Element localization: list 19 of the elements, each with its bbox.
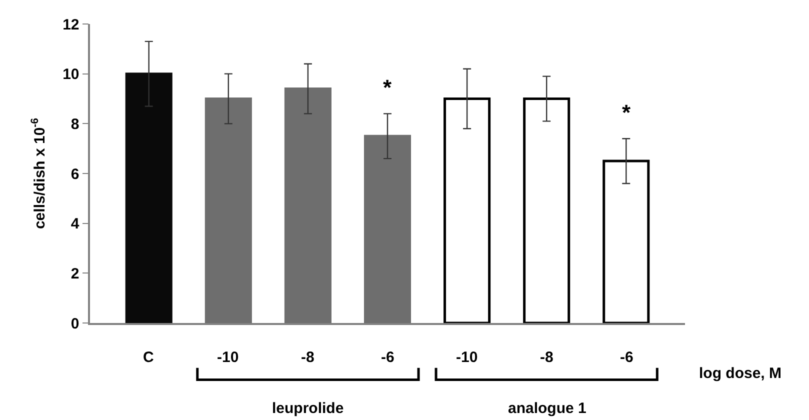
x-tick-label: -8 [301,349,314,366]
x-tick-label: C [143,349,154,366]
x-tick-label: -6 [620,349,634,366]
y-tick-label: 4 [70,216,80,233]
x-axis-title: log dose, M [699,365,782,382]
text: leuprolide [272,400,344,417]
data-label: * [622,100,631,125]
x-tick-label: -6 [381,349,394,366]
y-tick-label: 6 [70,166,80,183]
text: analogue 1 [508,400,586,417]
y-tick-label: 2 [70,265,80,282]
y-tick-label: 10 [62,66,80,84]
data-label: * [383,75,392,100]
y-tick-label: 12 [62,16,80,34]
x-tick-label: -10 [217,349,239,366]
x-tick-label: -10 [456,349,478,366]
x-tick-label: -8 [540,349,554,366]
y-tick-label: 8 [70,116,80,133]
y-tick-label: 0 [70,315,80,332]
